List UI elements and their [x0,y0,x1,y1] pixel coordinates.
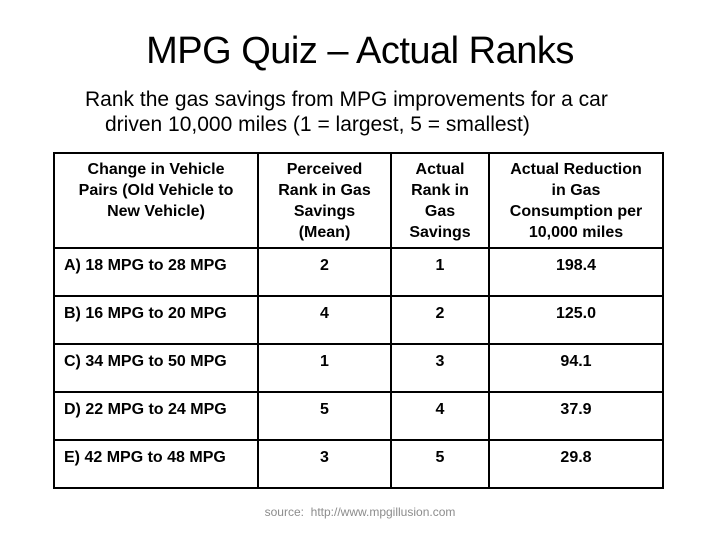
reduction-cell: 125.0 [488,295,664,345]
subtitle: Rank the gas savings from MPG improvemen… [85,87,608,137]
perceived-rank-cell: 2 [257,247,392,297]
table-row: B) 16 MPG to 20 MPG 4 2 125.0 [53,295,664,345]
header-cell-vehicle-pairs: Change in Vehicle Pairs (Old Vehicle to … [53,152,259,249]
reduction-cell: 29.8 [488,439,664,489]
header-cell-reduction: Actual Reduction in Gas Consumption per … [488,152,664,249]
subtitle-line-2: driven 10,000 miles (1 = largest, 5 = sm… [105,113,530,136]
reduction-cell: 94.1 [488,343,664,393]
vehicle-pair-cell: C) 34 MPG to 50 MPG [53,343,259,393]
source-note: source: http://www.mpgillusion.com [264,505,456,519]
table-row: A) 18 MPG to 28 MPG 2 1 198.4 [53,247,664,297]
actual-rank-cell: 1 [390,247,490,297]
perceived-rank-cell: 1 [257,343,392,393]
perceived-rank-cell: 4 [257,295,392,345]
vehicle-pair-cell: B) 16 MPG to 20 MPG [53,295,259,345]
actual-rank-cell: 4 [390,391,490,441]
vehicle-pair-cell: A) 18 MPG to 28 MPG [53,247,259,297]
page-title: MPG Quiz – Actual Ranks [146,30,574,72]
subtitle-line-1: Rank the gas savings from MPG improvemen… [85,88,608,111]
reduction-cell: 37.9 [488,391,664,441]
perceived-rank-cell: 3 [257,439,392,489]
table-row: C) 34 MPG to 50 MPG 1 3 94.1 [53,343,664,393]
header-cell-perceived-rank: Perceived Rank in Gas Savings (Mean) [257,152,392,249]
perceived-rank-cell: 5 [257,391,392,441]
actual-rank-cell: 2 [390,295,490,345]
vehicle-pair-cell: E) 42 MPG to 48 MPG [53,439,259,489]
header-cell-actual-rank: Actual Rank in Gas Savings [390,152,490,249]
table-row: E) 42 MPG to 48 MPG 3 5 29.8 [53,439,664,489]
actual-rank-cell: 5 [390,439,490,489]
header-row: Change in Vehicle Pairs (Old Vehicle to … [53,152,664,249]
data-table: Change in Vehicle Pairs (Old Vehicle to … [53,152,664,489]
reduction-cell: 198.4 [488,247,664,297]
table-row: D) 22 MPG to 24 MPG 5 4 37.9 [53,391,664,441]
actual-rank-cell: 3 [390,343,490,393]
vehicle-pair-cell: D) 22 MPG to 24 MPG [53,391,259,441]
